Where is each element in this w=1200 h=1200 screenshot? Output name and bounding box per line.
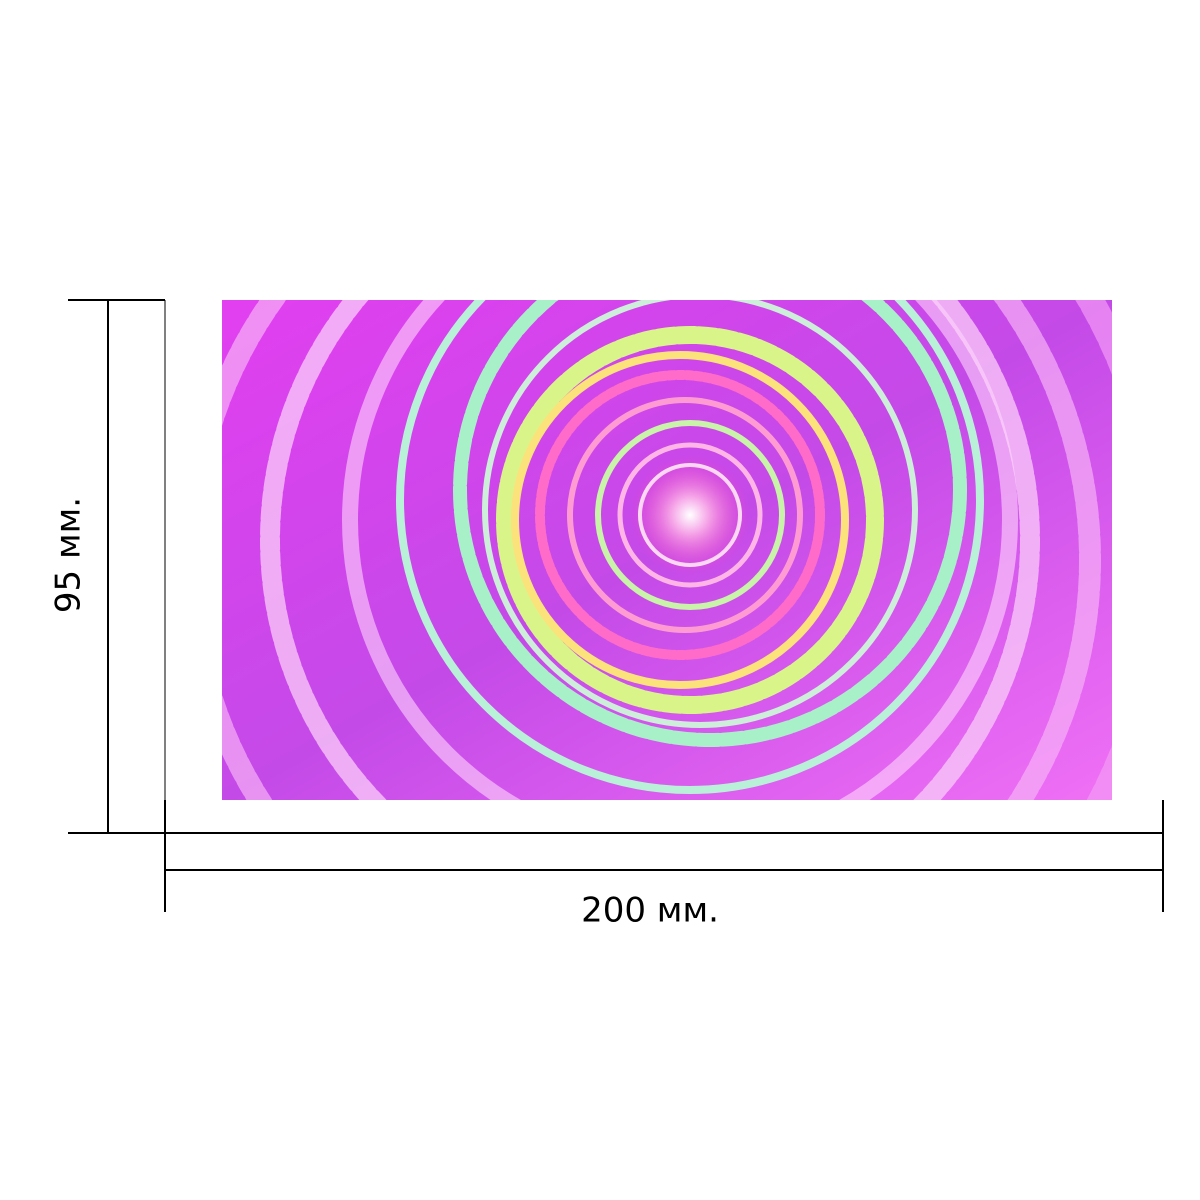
product-image	[222, 300, 1112, 800]
height-label: 95 мм.	[49, 497, 89, 613]
width-dimension: 200 мм.	[164, 800, 1164, 931]
height-dimension: 95 мм.	[49, 299, 166, 834]
width-label: 200 мм.	[581, 891, 719, 931]
